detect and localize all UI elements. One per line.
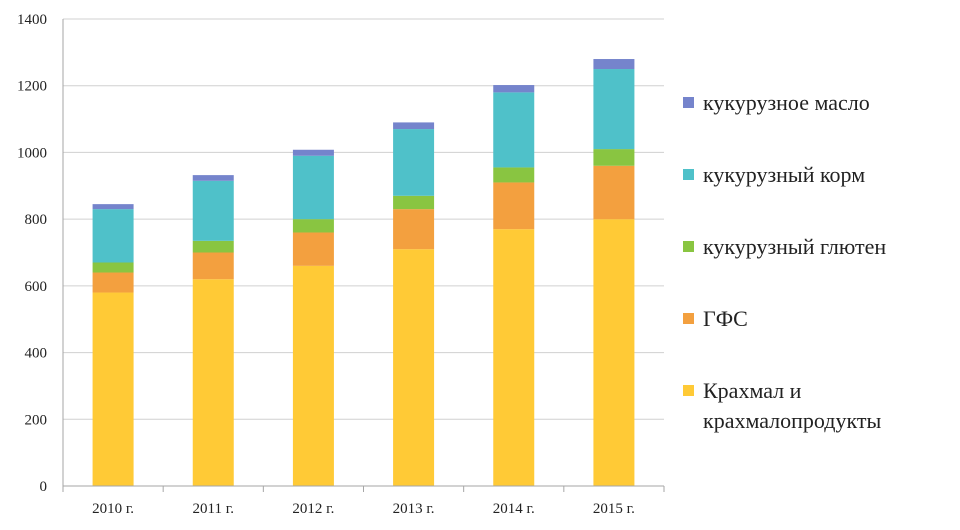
gridlines (63, 18, 664, 420)
y-tick-label: 1000 (17, 145, 47, 161)
x-tick-label: 2015 г. (593, 501, 635, 517)
bar-segment (192, 252, 234, 280)
bar-segment (192, 240, 234, 253)
y-tick-label: 1400 (17, 12, 47, 28)
legend-swatch (683, 313, 694, 324)
legend-item-corn-oil: кукурузное масло (683, 88, 958, 118)
legend-swatch (683, 385, 694, 396)
legend-label: кукурузный корм (703, 162, 866, 187)
y-tick-label: 400 (25, 346, 48, 362)
bar-segment (292, 149, 334, 156)
bar-segment (393, 195, 435, 210)
bar-segment (493, 85, 535, 93)
bar-segment (292, 265, 334, 486)
axes: 0 200 400 600 800 1000 1200 1400 2010 г. 2011 г. 2… (17, 12, 665, 517)
bar-segment (393, 249, 435, 486)
bar-segment (593, 165, 635, 220)
bar-segment (292, 219, 334, 233)
y-tick-label: 0 (40, 479, 48, 495)
bar-segment (292, 155, 334, 220)
bar-segment (593, 149, 635, 166)
x-tick-label: 2011 г. (193, 501, 234, 517)
legend-item-corn-gluten: кукурузный глютен (683, 232, 958, 262)
bar-segment (192, 180, 234, 241)
legend-swatch (683, 97, 694, 108)
bar-segment (192, 175, 234, 181)
bar-segment (192, 279, 234, 486)
bar-segment (92, 204, 134, 210)
legend-item-corn-feed: кукурузный корм (683, 160, 958, 190)
bar-segment (493, 182, 535, 230)
bars (92, 59, 635, 486)
x-tick-label: 2014 г. (493, 501, 535, 517)
bar-segment (92, 262, 134, 273)
legend-label: Крахмал и крахмалопродукты (703, 378, 882, 433)
y-tick-label: 600 (25, 279, 48, 295)
bar-segment (493, 229, 535, 486)
bar-segment (92, 292, 134, 486)
bar-segment (493, 92, 535, 168)
legend-swatch (683, 241, 694, 252)
x-tick-label: 2012 г. (292, 501, 334, 517)
bar-segment (393, 209, 435, 250)
bar-segment (92, 209, 134, 263)
bar-segment (292, 232, 334, 266)
y-tick-label: 1200 (17, 79, 47, 95)
bar-segment (593, 59, 635, 70)
y-tick-label: 200 (25, 412, 48, 428)
x-tick-label: 2013 г. (393, 501, 435, 517)
legend-label: кукурузный глютен (703, 234, 887, 259)
bar-segment (393, 122, 435, 130)
legend: кукурузное масло кукурузный корм кукуруз… (683, 88, 958, 436)
y-tick-label: 800 (25, 212, 48, 228)
x-tick-label: 2010 г. (92, 501, 134, 517)
bar-segment (493, 167, 535, 183)
bar-segment (92, 272, 134, 293)
bar-segment (593, 219, 635, 486)
legend-item-starch: Крахмал и крахмалопродукты (683, 376, 958, 436)
legend-label: кукурузное масло (703, 90, 870, 115)
legend-label: ГФС (703, 306, 748, 331)
bar-segment (593, 69, 635, 150)
legend-item-hfs: ГФС (683, 304, 958, 334)
legend-swatch (683, 169, 694, 180)
bar-segment (393, 129, 435, 196)
